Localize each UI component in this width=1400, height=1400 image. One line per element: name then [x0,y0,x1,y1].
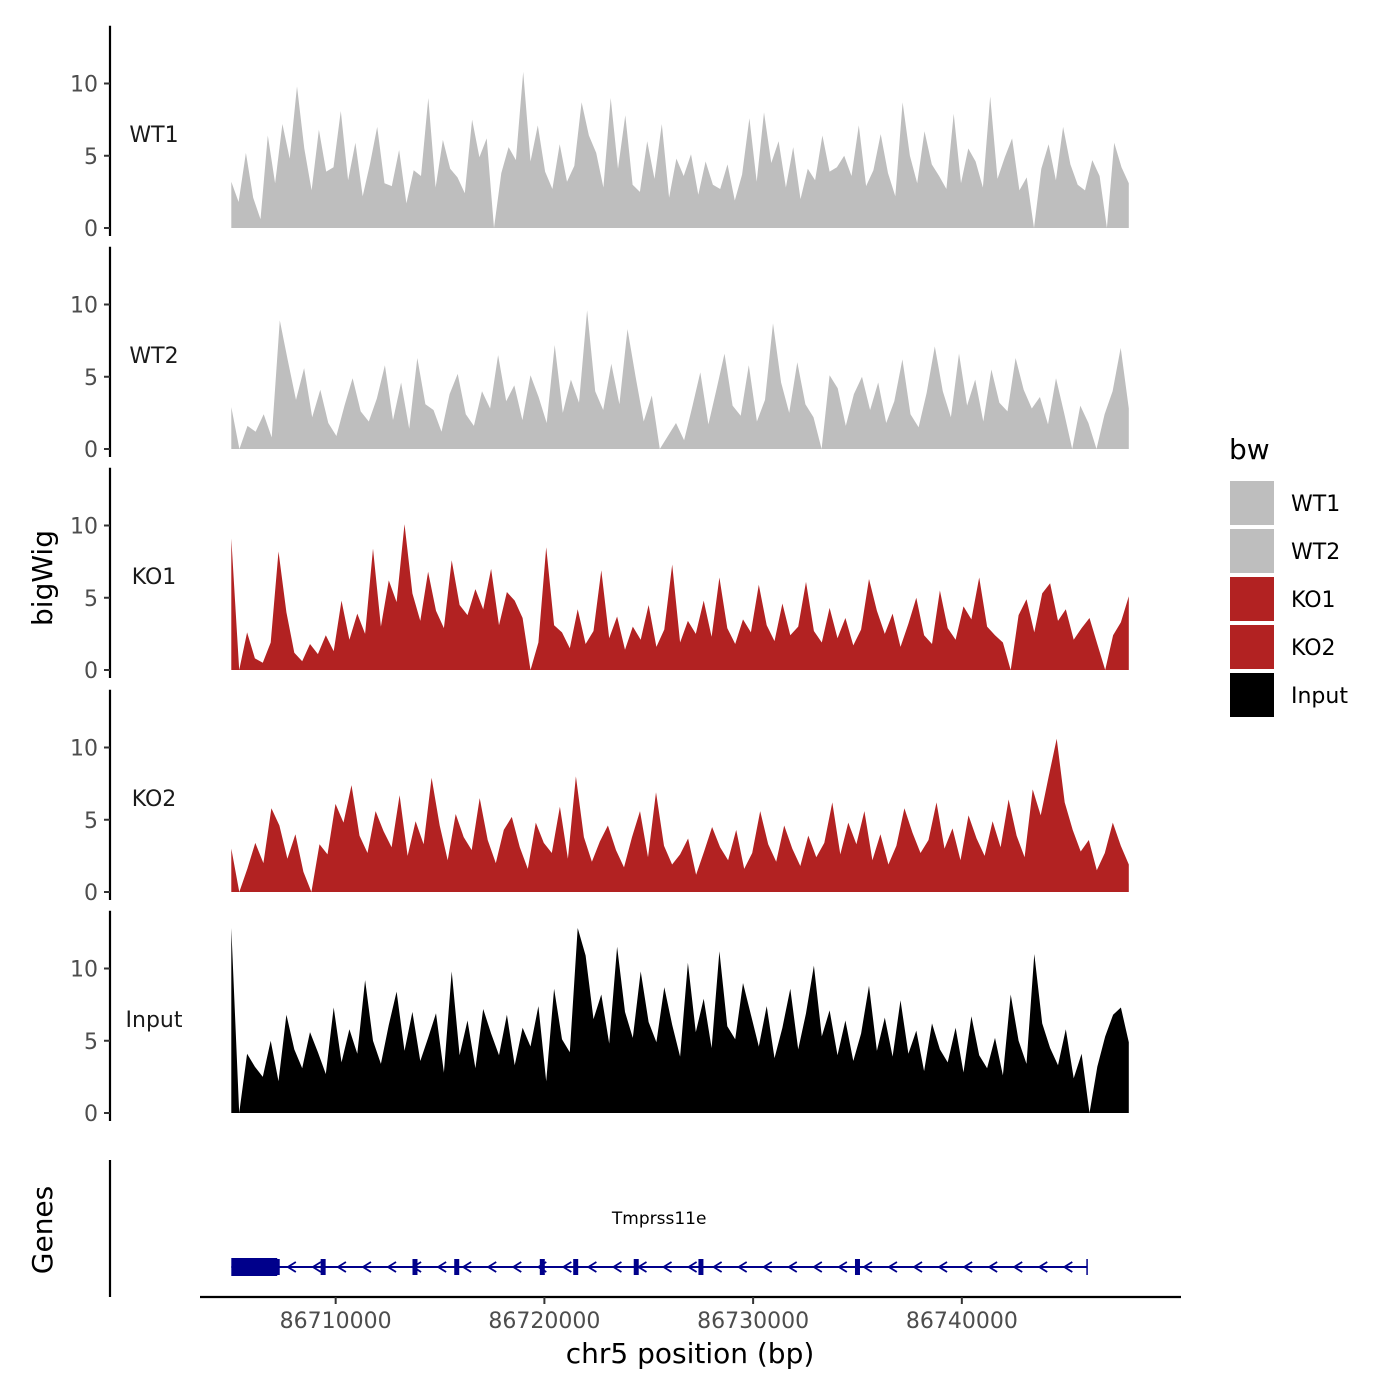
legend-label-wt1: WT1 [1291,492,1340,517]
gene-exon [412,1259,418,1275]
legend: bw WT1 WT2 KO1 KO2 Input [1228,433,1348,719]
gene-utr-block [231,1258,278,1276]
legend-label-wt2: WT2 [1291,540,1340,565]
strand-arrow [787,1261,798,1273]
strand-arrow [736,1261,748,1273]
x-tick-label: 86720000 [488,1309,600,1334]
strand-arrow [636,1261,647,1273]
coverage-area-wt1 [231,71,1129,229]
strand-arrow [912,1261,923,1273]
gene-exon [454,1259,460,1275]
y-tick-label: 0 [84,1102,98,1127]
strand-arrow [711,1261,723,1273]
y-tick-label: 10 [70,737,98,762]
strand-arrow [686,1261,698,1273]
strand-arrow [1037,1261,1048,1273]
y-axis-title: bigWig [26,530,59,626]
y-tick-label: 10 [70,73,98,98]
strand-arrow [887,1261,898,1273]
legend-key-wt1 [1228,479,1276,527]
strand-arrow [386,1261,397,1273]
x-tick-label: 86710000 [280,1309,392,1334]
strand-arrow [862,1261,873,1273]
legend-label-input: Input [1291,684,1348,709]
gene-exon [573,1259,579,1275]
legend-label-ko2: KO2 [1291,636,1336,661]
gene-exon [320,1259,326,1275]
track-input: 0 5 10 Input [70,910,1129,1127]
gene-exon [633,1259,639,1275]
legend-key-ko2 [1228,623,1276,671]
track-label: KO1 [132,565,177,590]
strand-arrow [611,1261,622,1273]
legend-title: bw [1229,433,1270,466]
strand-arrow [1062,1261,1073,1273]
track-ko1: 0 5 10 KO1 [70,467,1129,684]
gene-track: Tmprss11e [108,1160,1088,1297]
y-tick-label: 0 [84,881,98,906]
coverage-area-ko2 [231,738,1129,892]
gene-name-label: Tmprss11e [611,1209,707,1229]
y-tick-label: 5 [84,1030,98,1055]
x-axis-title: chr5 position (bp) [566,1337,815,1370]
gene-exon [274,1259,280,1275]
strand-arrow [436,1261,447,1273]
legend-key-input [1228,671,1276,719]
y-tick-label: 0 [84,217,98,242]
gene-exon [539,1259,545,1275]
coverage-area-wt2 [231,310,1129,449]
strand-arrow [561,1261,572,1273]
strand-arrow [511,1261,522,1273]
y-tick-label: 5 [84,366,98,391]
legend-label-ko1: KO1 [1291,588,1336,613]
x-tick-label: 86730000 [697,1309,809,1334]
strand-arrow [286,1261,297,1273]
track-wt1: 0 5 10 WT1 [70,25,1129,242]
strand-arrow [987,1261,998,1273]
gene-exon [854,1259,860,1275]
legend-key-ko1 [1228,575,1276,623]
strand-arrow [336,1261,347,1273]
track-label: WT1 [129,123,178,148]
track-label: KO2 [132,787,177,812]
strand-arrow [361,1261,372,1273]
strand-arrow [486,1261,497,1273]
genes-axis-title: Genes [26,1186,59,1274]
strand-arrow [962,1261,973,1273]
strand-arrow [461,1261,472,1273]
legend-key-wt2 [1228,527,1276,575]
strand-arrow [812,1261,823,1273]
coverage-area-input [231,928,1129,1113]
track-label: WT2 [129,344,178,369]
y-tick-label: 10 [70,294,98,319]
strand-arrow [762,1261,773,1273]
strand-arrow [1012,1261,1023,1273]
y-tick-label: 0 [84,659,98,684]
coverage-panels: 0 5 10 WT1 0 5 10 WT2 0 5 10 KO1 0 5 10 KO2 0 5 10 Input [70,25,1129,1127]
y-tick-label: 5 [84,809,98,834]
y-tick-label: 5 [84,587,98,612]
y-tick-label: 10 [70,515,98,540]
y-tick-label: 10 [70,958,98,983]
track-label: Input [126,1008,183,1033]
strand-arrow [311,1261,322,1273]
y-tick-label: 0 [84,438,98,463]
strand-arrow [586,1261,597,1273]
y-tick-label: 5 [84,145,98,170]
track-ko2: 0 5 10 KO2 [70,689,1129,906]
x-axis: 86710000 86720000 86730000 86740000 [200,1295,1181,1334]
strand-arrow [661,1261,673,1273]
strand-arrow [937,1261,948,1273]
strand-arrow [536,1261,547,1273]
gene-exon [698,1259,704,1275]
track-wt2: 0 5 10 WT2 [70,246,1129,463]
x-tick-label: 86740000 [906,1309,1018,1334]
coverage-area-ko1 [231,524,1129,670]
strand-arrow [837,1261,848,1273]
strand-arrow [411,1261,422,1273]
